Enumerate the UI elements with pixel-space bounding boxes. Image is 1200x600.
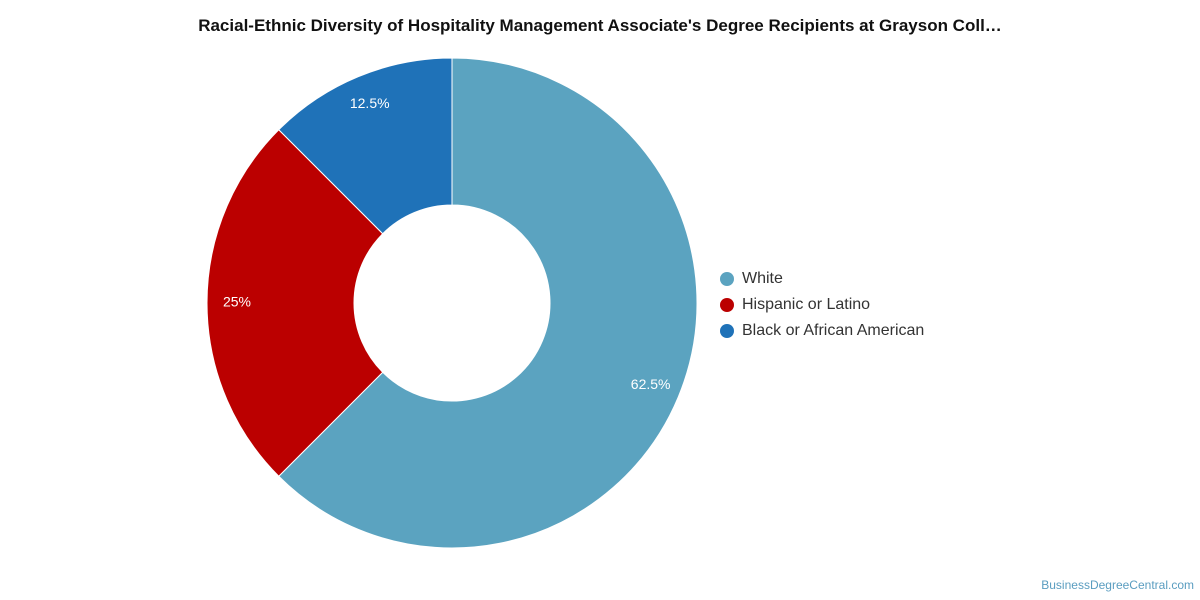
legend-item-black-or-african-american[interactable]: Black or African American	[720, 318, 924, 344]
chart-title: Racial-Ethnic Diversity of Hospitality M…	[198, 16, 1002, 35]
slice-label-hispanic-or-latino: 25%	[223, 294, 251, 310]
legend-marker-hispanic-or-latino	[720, 298, 734, 312]
slice-hispanic-or-latino[interactable]	[206, 129, 384, 477]
legend-marker-white	[720, 272, 734, 286]
legend-label-hispanic-or-latino: Hispanic or Latino	[742, 296, 871, 313]
legend: White Hispanic or Latino Black or Africa…	[720, 266, 924, 344]
slice-labels-group: 62.5% 25% 12.5%	[223, 95, 671, 392]
slice-white[interactable]	[278, 57, 698, 549]
slice-black-or-african-american[interactable]	[278, 57, 453, 235]
legend-marker-black-or-african-american	[720, 324, 734, 338]
legend-item-white[interactable]: White	[720, 266, 924, 292]
legend-label-white: White	[742, 270, 783, 287]
source-credit[interactable]: BusinessDegreeCentral.com	[1041, 578, 1194, 592]
legend-label-black-or-african-american: Black or African American	[742, 322, 925, 339]
slice-label-black-or-african-american: 12.5%	[350, 95, 390, 111]
slice-label-white: 62.5%	[631, 376, 671, 392]
legend-item-hispanic-or-latino[interactable]: Hispanic or Latino	[720, 292, 924, 318]
slices-group	[206, 57, 698, 549]
